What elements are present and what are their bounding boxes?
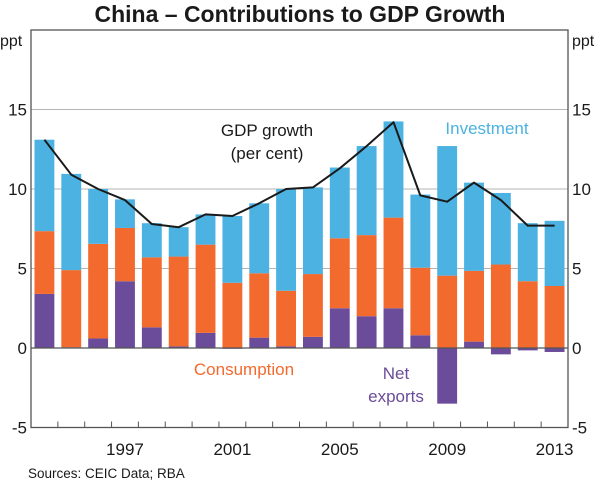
- bar-consumption-2010: [464, 270, 484, 342]
- bar-net-exports-2000: [195, 332, 216, 348]
- bar-investment-2006: [356, 146, 377, 236]
- bar-investment-2012: [517, 223, 538, 282]
- bar-consumption-1997: [115, 227, 135, 282]
- y-tick-label-left: 5: [18, 260, 27, 279]
- x-tick-label: 2009: [428, 440, 466, 459]
- bar-net-exports-2002: [249, 337, 270, 348]
- bar-consumption-1999: [168, 256, 189, 347]
- bar-consumption-1996: [88, 243, 109, 339]
- bar-net-exports-2012: [517, 348, 538, 351]
- bar-investment-2010: [464, 182, 484, 271]
- y-tick-label-right: 10: [572, 180, 591, 199]
- chart-title: China – Contributions to GDP Growth: [94, 1, 505, 27]
- consumption-label: Consumption: [194, 360, 294, 379]
- bar-consumption-2000: [195, 244, 216, 333]
- bar-investment-1997: [115, 199, 135, 228]
- bar-net-exports-1998: [141, 327, 162, 348]
- gdp-growth-label-line2: (per cent): [231, 144, 304, 163]
- bar-investment-1999: [168, 227, 189, 257]
- x-tick-label: 2001: [213, 440, 251, 459]
- net-exports-label-line1: Net: [383, 364, 410, 383]
- bar-consumption-2002: [249, 273, 270, 338]
- x-tick-label: 2013: [536, 440, 574, 459]
- bar-investment-2008: [410, 194, 431, 268]
- y-ticks-left: -5 0 5 10 15: [8, 101, 27, 438]
- bar-consumption-2012: [517, 281, 538, 348]
- x-tick-labels: 1997 2001 2005 2009 2013: [106, 440, 573, 459]
- investment-label: Investment: [445, 119, 528, 138]
- gdp-growth-label-line1: GDP growth: [221, 121, 313, 140]
- y-tick-label-left: 15: [8, 101, 27, 120]
- bar-investment-1998: [141, 223, 162, 258]
- bar-net-exports-2013: [544, 348, 565, 352]
- bar-investment-2009: [437, 146, 458, 276]
- bar-consumption-2013: [544, 285, 565, 348]
- bar-investment-1995: [61, 173, 82, 271]
- bar-investment-2002: [249, 203, 270, 274]
- bars: [34, 121, 565, 404]
- x-tick-label: 1997: [106, 440, 144, 459]
- source-note: Sources: CEIC Data; RBA: [28, 466, 185, 481]
- bar-consumption-2009: [437, 275, 458, 348]
- y-tick-label-right: 0: [572, 339, 581, 358]
- y-tick-label-left: -5: [12, 419, 27, 438]
- bar-consumption-2008: [410, 267, 431, 336]
- bar-investment-2001: [222, 216, 243, 283]
- y-tick-label-right: 5: [572, 260, 581, 279]
- x-ticks: [57, 421, 542, 428]
- y-axis-unit-left: ppt: [0, 33, 23, 50]
- bar-net-exports-2008: [410, 335, 431, 348]
- y-axis-unit-right: ppt: [572, 33, 595, 50]
- y-tick-label-left: 10: [8, 180, 27, 199]
- bar-consumption-2004: [302, 274, 323, 337]
- bar-consumption-2007: [383, 217, 404, 309]
- gdp-line-group: [43, 121, 555, 229]
- bar-net-exports-2010: [464, 341, 484, 348]
- net-exports-label-line2: exports: [368, 387, 424, 406]
- bar-investment-1994: [34, 139, 55, 232]
- bar-investment-2011: [490, 192, 511, 265]
- bar-consumption-2005: [329, 238, 350, 309]
- bar-consumption-2003: [276, 290, 297, 347]
- bar-investment-2000: [195, 214, 216, 245]
- bar-investment-2004: [302, 187, 323, 275]
- y-tick-label-right: -5: [572, 419, 587, 438]
- x-tick-label: 2005: [321, 440, 359, 459]
- plot-frame: [30, 29, 569, 429]
- gdp-growth-line: [43, 121, 555, 229]
- bar-net-exports-2007: [383, 308, 404, 348]
- bar-investment-2013: [544, 220, 565, 286]
- bar-net-exports-2009: [437, 348, 458, 404]
- bar-consumption-1994: [34, 231, 55, 294]
- bar-consumption-2001: [222, 282, 243, 348]
- bar-net-exports-1999: [168, 346, 189, 348]
- bar-consumption-2006: [356, 235, 377, 317]
- bar-net-exports-1994: [34, 293, 55, 348]
- bar-net-exports-2011: [490, 348, 511, 355]
- bar-net-exports-2005: [329, 308, 350, 348]
- y-tick-label-left: 0: [18, 339, 27, 358]
- bar-consumption-1998: [141, 257, 162, 328]
- bar-investment-2005: [329, 167, 350, 239]
- bar-net-exports-2004: [302, 336, 323, 348]
- bar-investment-2003: [276, 189, 297, 291]
- bar-consumption-1995: [61, 270, 82, 348]
- y-tick-label-right: 15: [572, 101, 591, 120]
- bar-consumption-2011: [490, 264, 511, 348]
- bar-net-exports-2003: [276, 346, 297, 348]
- bar-net-exports-1997: [115, 281, 135, 348]
- bar-net-exports-2006: [356, 316, 377, 348]
- y-ticks-right: -5 0 5 10 15: [572, 101, 591, 438]
- bar-investment-2007: [383, 121, 404, 218]
- bar-investment-1996: [88, 189, 109, 244]
- bar-net-exports-1996: [88, 338, 109, 348]
